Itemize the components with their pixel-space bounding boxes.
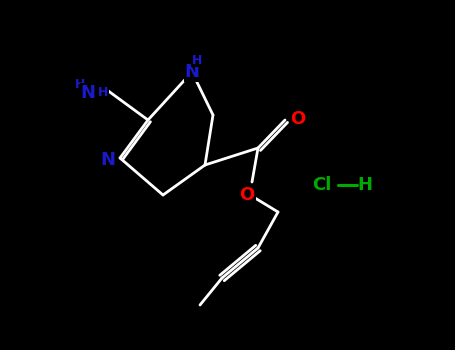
Text: Cl: Cl xyxy=(312,176,332,194)
Text: O: O xyxy=(290,110,306,128)
Text: N: N xyxy=(184,63,199,81)
Text: H: H xyxy=(98,86,108,99)
Text: H: H xyxy=(192,54,202,66)
Text: H: H xyxy=(75,78,85,91)
Text: O: O xyxy=(239,186,255,204)
Text: H: H xyxy=(358,176,373,194)
Text: N: N xyxy=(101,151,116,169)
Text: N: N xyxy=(81,84,96,102)
